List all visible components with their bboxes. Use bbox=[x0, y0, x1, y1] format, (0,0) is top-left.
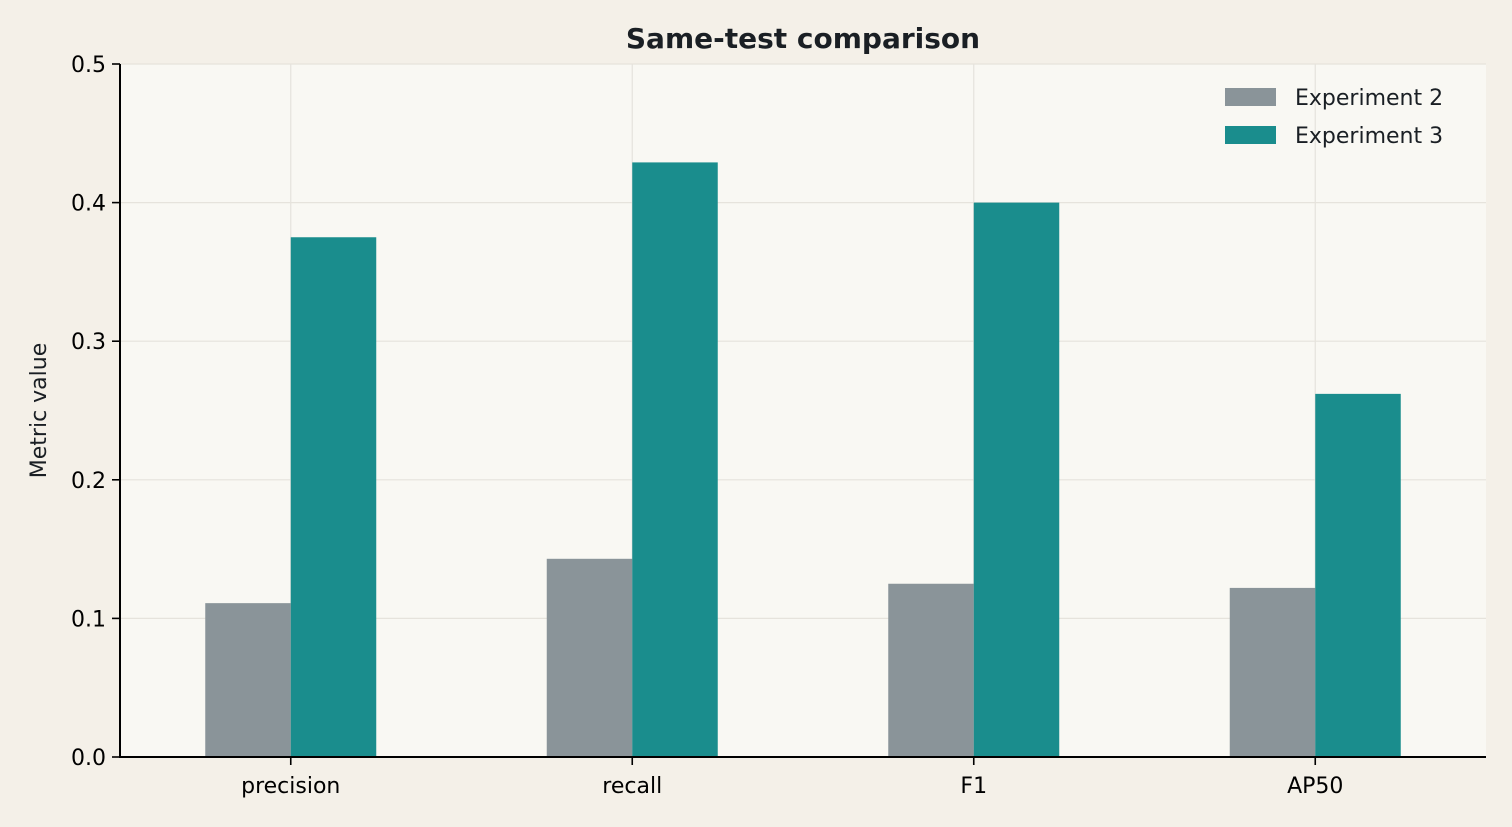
bars bbox=[205, 162, 1401, 758]
bar-experiment-3-ap50 bbox=[1315, 393, 1401, 757]
y-tick-label: 0.5 bbox=[71, 53, 106, 78]
bar-experiment-2-recall bbox=[546, 558, 633, 757]
legend-label-experiment-3: Experiment 3 bbox=[1295, 124, 1443, 149]
legend-swatch-experiment-3 bbox=[1225, 126, 1276, 144]
legend: Experiment 2 Experiment 3 bbox=[1225, 86, 1443, 149]
x-tick-label-precision: precision bbox=[241, 774, 340, 799]
legend-label-experiment-2: Experiment 2 bbox=[1295, 86, 1443, 111]
y-ticks: 0.0 0.1 0.2 0.3 0.4 0.5 bbox=[71, 53, 120, 771]
x-ticks: precision recall F1 AP50 bbox=[241, 757, 1343, 799]
y-axis-title: Metric value bbox=[27, 343, 52, 478]
bar-experiment-2-ap50 bbox=[1229, 587, 1316, 757]
axes bbox=[119, 64, 1486, 758]
x-tick-label-ap50: AP50 bbox=[1287, 774, 1343, 799]
y-tick-label: 0.4 bbox=[71, 192, 106, 217]
y-tick-label: 0.0 bbox=[71, 746, 106, 771]
bar-experiment-3-f1 bbox=[973, 202, 1060, 758]
y-tick-label: 0.3 bbox=[71, 330, 106, 355]
bar-experiment-2-precision bbox=[205, 603, 291, 757]
x-tick-label-recall: recall bbox=[602, 774, 662, 799]
bar-experiment-3-recall bbox=[632, 162, 718, 757]
y-tick-label: 0.2 bbox=[71, 469, 106, 494]
x-tick-label-f1: F1 bbox=[960, 774, 987, 799]
bar-experiment-2-f1 bbox=[888, 583, 974, 757]
y-tick-label: 0.1 bbox=[71, 607, 106, 632]
legend-swatch-experiment-2 bbox=[1225, 88, 1276, 106]
chart-title: Same-test comparison bbox=[626, 22, 980, 55]
bar-experiment-3-precision bbox=[290, 237, 377, 757]
